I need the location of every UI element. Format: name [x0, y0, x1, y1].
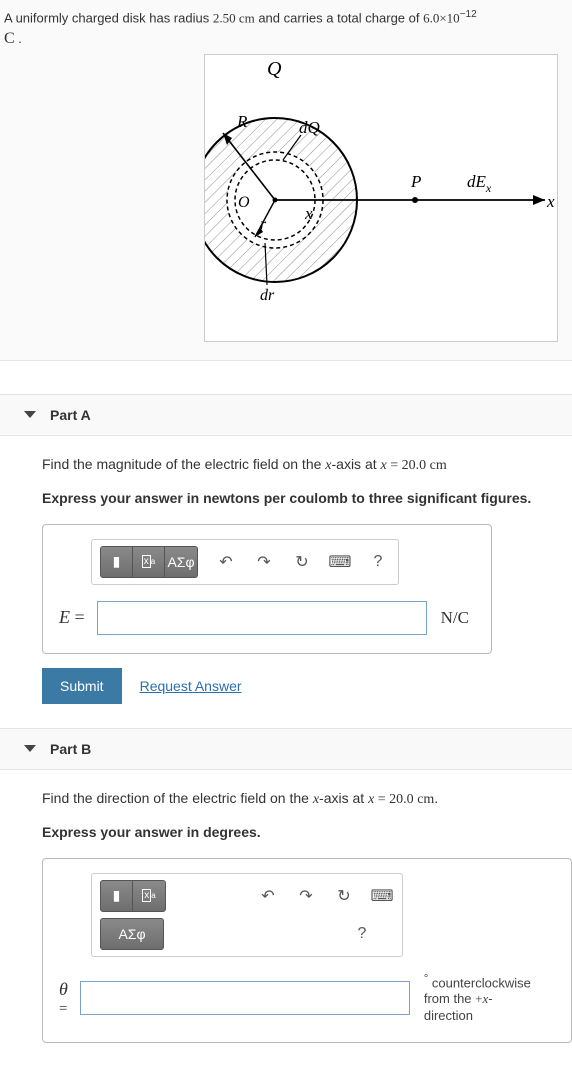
template-icon[interactable]: ▮	[101, 881, 133, 911]
problem-text: A uniformly charged disk has radius 2.50…	[4, 8, 572, 50]
action-group: ↶ ↷ ↻ ⌨	[256, 884, 394, 908]
redo-icon[interactable]: ↷	[294, 884, 318, 908]
text: -axis at	[319, 790, 368, 806]
format-group: ▮ xa	[100, 880, 166, 912]
undo-icon[interactable]: ↶	[214, 550, 238, 574]
help-icon[interactable]: ?	[350, 922, 374, 946]
undo-icon[interactable]: ↶	[256, 884, 280, 908]
equals: =	[59, 1001, 67, 1017]
problem-statement: A uniformly charged disk has radius 2.50…	[0, 0, 572, 360]
text: and carries a total charge of	[255, 10, 423, 25]
period: .	[434, 790, 438, 806]
action-group: ↶ ↷ ↻ ⌨ ?	[214, 550, 390, 574]
direction-suffix: ° counterclockwise from the +x- directio…	[418, 973, 531, 1024]
fraction-icon[interactable]: xa	[133, 881, 165, 911]
formula-toolbar: ▮ xa ΑΣφ ↶ ↷ ↻ ⌨ ?	[91, 539, 399, 585]
answer-row: θ = ° counterclockwise from the +x- dire…	[57, 973, 557, 1024]
template-icon[interactable]: ▮	[101, 547, 133, 577]
label-theta: θ =	[57, 980, 72, 1017]
label-X-axis: x	[546, 192, 555, 211]
greek-button[interactable]: ΑΣφ	[101, 919, 163, 949]
fraction-icon[interactable]: xa	[133, 547, 165, 577]
caret-down-icon[interactable]	[24, 411, 36, 418]
radius-value: 2.50	[213, 10, 236, 25]
answer-input-E[interactable]	[97, 601, 427, 635]
unit-NC: N/C	[435, 608, 469, 628]
request-answer-link[interactable]: Request Answer	[140, 678, 242, 694]
label-P: P	[410, 172, 421, 191]
greek-button[interactable]: ΑΣφ	[165, 547, 197, 577]
part-b-body: Find the direction of the electric field…	[0, 770, 572, 1067]
equals: =	[70, 607, 85, 627]
part-b-question: Find the direction of the electric field…	[42, 788, 552, 810]
submit-row: Submit Request Answer	[42, 668, 552, 704]
theta-var: θ	[59, 979, 68, 999]
submit-button[interactable]: Submit	[42, 668, 122, 704]
answer-row: E = N/C	[57, 601, 477, 635]
figure-svg: Q R dQ O x r dr P dEx x	[205, 55, 559, 343]
dash: -	[488, 991, 492, 1006]
part-b-title: Part B	[50, 741, 91, 757]
reset-icon[interactable]: ↻	[290, 550, 314, 574]
charge-base: 6.0×10	[423, 10, 460, 25]
figure-disk-diagram: Q R dQ O x r dr P dEx x	[204, 54, 558, 342]
caret-down-icon[interactable]	[24, 745, 36, 752]
part-a-title: Part A	[50, 407, 91, 423]
redo-icon[interactable]: ↷	[252, 550, 276, 574]
period: .	[15, 31, 22, 46]
keyboard-icon[interactable]: ⌨	[370, 884, 394, 908]
text: counterclockwise	[428, 975, 531, 990]
text: direction	[424, 1008, 473, 1023]
label-R: R	[236, 112, 248, 131]
part-b-instruction: Express your answer in degrees.	[42, 824, 552, 840]
text: -axis at	[332, 456, 381, 472]
label-dQ: dQ	[299, 118, 320, 137]
radius-unit: cm	[236, 10, 255, 25]
label-x-small: x	[304, 204, 313, 223]
part-a-answer-box: ▮ xa ΑΣφ ↶ ↷ ↻ ⌨ ? E = N/C	[42, 524, 492, 654]
format-group: ▮ xa ΑΣφ	[100, 546, 198, 578]
text: Find the magnitude of the electric field…	[42, 456, 325, 472]
label-r: r	[260, 216, 267, 233]
answer-input-theta[interactable]	[80, 981, 410, 1015]
part-a-question: Find the magnitude of the electric field…	[42, 454, 552, 476]
part-b-answer-box: ▮ xa ↶ ↷ ↻ ⌨ ΑΣφ ? θ	[42, 858, 572, 1043]
part-a-body: Find the magnitude of the electric field…	[0, 436, 572, 728]
label-O: O	[238, 194, 250, 211]
unit-cm: cm	[417, 792, 434, 807]
help-icon[interactable]: ?	[366, 550, 390, 574]
text: A uniformly charged disk has radius	[4, 10, 213, 25]
charge-exponent: −12	[460, 9, 477, 20]
keyboard-icon[interactable]: ⌨	[328, 550, 352, 574]
unit-cm: cm	[430, 458, 447, 473]
unit-coulomb: C	[4, 30, 15, 47]
text: from the	[424, 991, 475, 1006]
spacer	[0, 360, 572, 394]
part-a-header[interactable]: Part A	[0, 394, 572, 436]
E-var: E	[59, 607, 70, 627]
text: Find the direction of the electric field…	[42, 790, 313, 806]
help-group: ?	[350, 922, 374, 946]
reset-icon[interactable]: ↻	[332, 884, 356, 908]
label-E: E =	[57, 607, 89, 628]
label-dEx: dEx	[467, 172, 492, 195]
text: = 20.0	[387, 458, 430, 473]
part-a-instruction: Express your answer in newtons per coulo…	[42, 490, 552, 506]
label-Q: Q	[267, 58, 282, 80]
formula-toolbar: ▮ xa ↶ ↷ ↻ ⌨ ΑΣφ ?	[91, 873, 403, 957]
greek-group: ΑΣφ	[100, 918, 164, 950]
text: = 20.0	[374, 792, 417, 807]
part-b-header[interactable]: Part B	[0, 728, 572, 770]
label-dr: dr	[260, 287, 275, 304]
